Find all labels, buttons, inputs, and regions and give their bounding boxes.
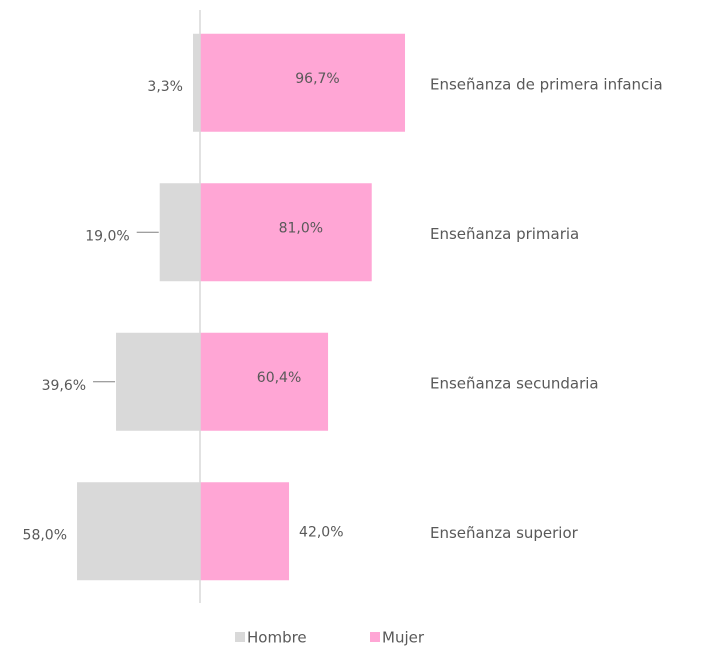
bar — [116, 332, 200, 431]
data-label: 3,3% — [147, 79, 183, 95]
data-label: 39,6% — [42, 378, 86, 394]
legend-swatch — [370, 632, 380, 642]
category-label: Enseñanza primaria — [430, 225, 579, 243]
data-label: 19,0% — [85, 228, 129, 244]
legend-label: Mujer — [382, 629, 425, 647]
data-label: 81,0% — [279, 220, 323, 236]
legend-label: Hombre — [247, 629, 307, 647]
bar — [200, 482, 290, 581]
category-label: Enseñanza de primera infancia — [430, 75, 663, 93]
data-label: 58,0% — [23, 527, 67, 543]
bar — [200, 332, 329, 431]
category-label: Enseñanza secundaria — [430, 374, 599, 392]
data-label: 60,4% — [257, 370, 301, 386]
category-label: Enseñanza superior — [430, 524, 579, 542]
bar — [200, 183, 372, 282]
bar — [159, 183, 200, 282]
bar — [200, 33, 406, 132]
bar — [77, 482, 200, 581]
data-label: 96,7% — [295, 71, 339, 87]
bar — [193, 33, 200, 132]
legend-swatch — [235, 632, 245, 642]
data-label: 42,0% — [299, 524, 343, 540]
